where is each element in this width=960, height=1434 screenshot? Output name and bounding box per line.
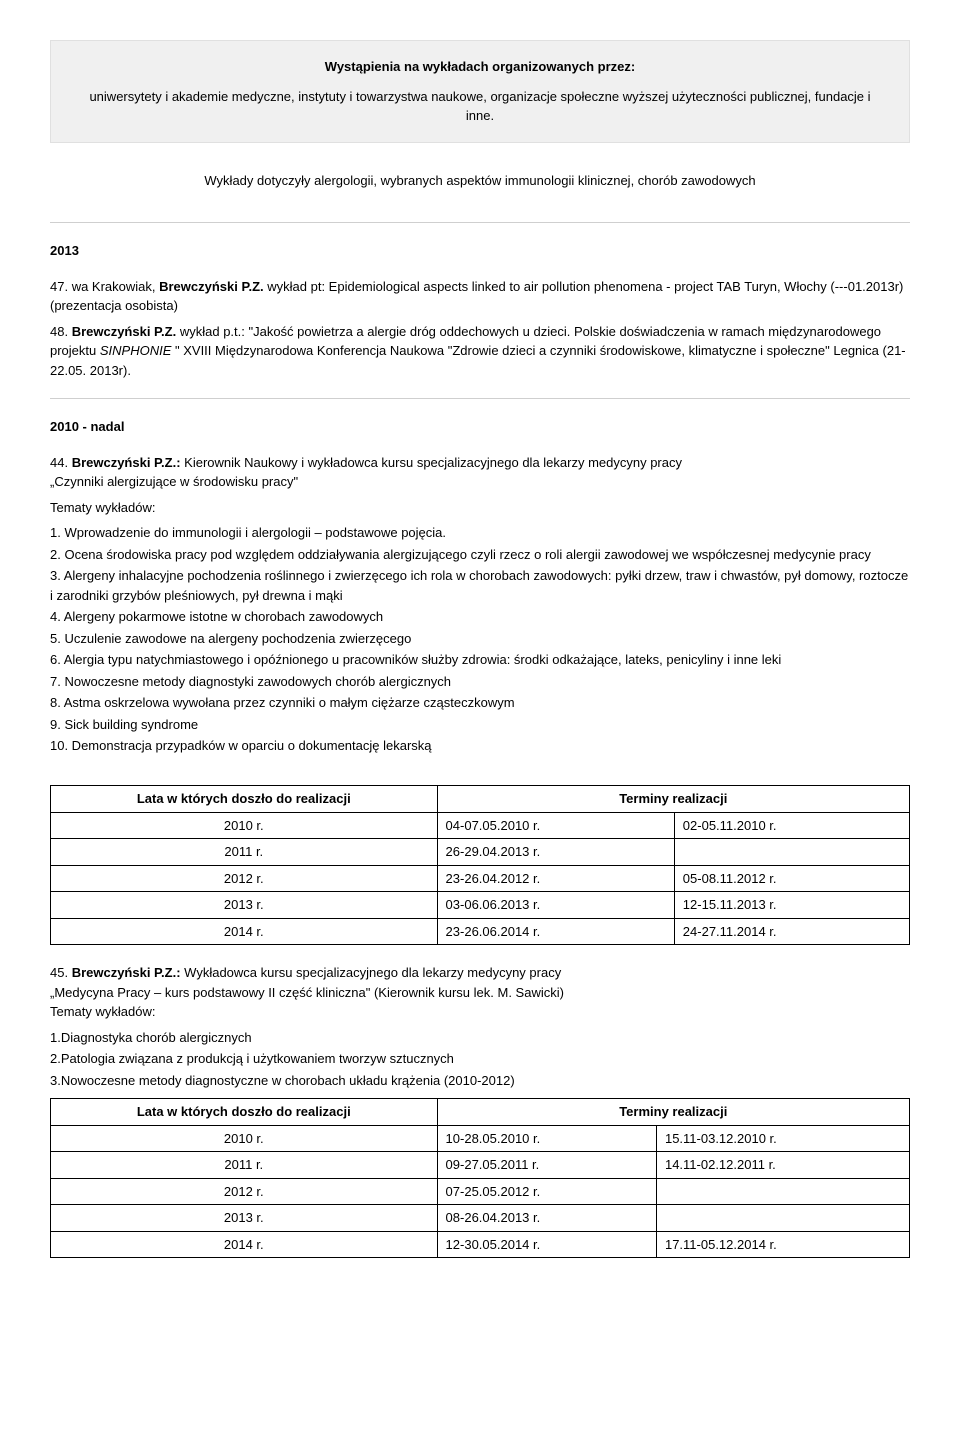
topic-item: 7. Nowoczesne metody diagnostyki zawodow… <box>50 672 910 692</box>
entry-47: 47. wa Krakowiak, Brewczyński P.Z. wykła… <box>50 277 910 316</box>
table-row: 2013 r.08-26.04.2013 r. <box>51 1205 910 1232</box>
entry-44-body: Kierownik Naukowy i wykładowca kursu spe… <box>181 455 682 470</box>
cell-year: 2012 r. <box>51 865 438 892</box>
table-header-row: Lata w których doszło do realizacji Term… <box>51 1099 910 1126</box>
cell-year: 2014 r. <box>51 918 438 945</box>
entry-47-author: Brewczyński P.Z. <box>159 279 264 294</box>
th-years: Lata w których doszło do realizacji <box>51 1099 438 1126</box>
topics-label-45: Tematy wykładów: <box>50 1004 155 1019</box>
th-terms: Terminy realizacji <box>437 1099 909 1126</box>
cell-term-a: 23-26.06.2014 r. <box>437 918 674 945</box>
entry-48-num: 48. <box>50 324 72 339</box>
topic-item: 2. Ocena środowiska pracy pod względem o… <box>50 545 910 565</box>
header-box: Wystąpienia na wykładach organizowanych … <box>50 40 910 143</box>
topic-item: 1. Wprowadzenie do immunologii i alergol… <box>50 523 910 543</box>
table-row: 2013 r.03-06.06.2013 r.12-15.11.2013 r. <box>51 892 910 919</box>
cell-term-b: 14.11-02.12.2011 r. <box>656 1152 909 1179</box>
header-title: Wystąpienia na wykładach organizowanych … <box>75 57 885 77</box>
cell-term-b: 17.11-05.12.2014 r. <box>656 1231 909 1258</box>
cell-term-a: 12-30.05.2014 r. <box>437 1231 656 1258</box>
cell-year: 2014 r. <box>51 1231 438 1258</box>
cell-term-b: 24-27.11.2014 r. <box>674 918 909 945</box>
cell-term-a: 26-29.04.2013 r. <box>437 839 674 866</box>
entry-48-author: Brewczyński P.Z. <box>72 324 177 339</box>
entry-44-course: „Czynniki alergizujące w środowisku prac… <box>50 474 298 489</box>
cell-year: 2013 r. <box>51 892 438 919</box>
cell-year: 2010 r. <box>51 1125 438 1152</box>
entry-45: 45. Brewczyński P.Z.: Wykładowca kursu s… <box>50 963 910 1022</box>
th-years: Lata w których doszło do realizacji <box>51 786 438 813</box>
cell-term-b: 05-08.11.2012 r. <box>674 865 909 892</box>
cell-year: 2011 r. <box>51 839 438 866</box>
topic-item: 9. Sick building syndrome <box>50 715 910 735</box>
topic-item: 6. Alergia typu natychmiastowego i opóźn… <box>50 650 910 670</box>
cell-term-a: 08-26.04.2013 r. <box>437 1205 656 1232</box>
realization-table-2: Lata w których doszło do realizacji Term… <box>50 1098 910 1258</box>
th-terms: Terminy realizacji <box>437 786 909 813</box>
table-row: 2010 r.04-07.05.2010 r.02-05.11.2010 r. <box>51 812 910 839</box>
topic-item: 5. Uczulenie zawodowe na alergeny pochod… <box>50 629 910 649</box>
table-row: 2010 r.10-28.05.2010 r.15.11-03.12.2010 … <box>51 1125 910 1152</box>
header-subtitle: uniwersytety i akademie medyczne, instyt… <box>75 87 885 126</box>
entry-45-course: „Medycyna Pracy – kurs podstawowy II czę… <box>50 985 564 1000</box>
cell-year: 2013 r. <box>51 1205 438 1232</box>
topics-label-44: Tematy wykładów: <box>50 498 910 518</box>
topics-list-44: 1. Wprowadzenie do immunologii i alergol… <box>50 523 910 756</box>
intro-text: Wykłady dotyczyły alergologii, wybranych… <box>50 171 910 191</box>
entry-47-pre: wa Krakowiak, <box>72 279 159 294</box>
cell-year: 2012 r. <box>51 1178 438 1205</box>
topic-item: 8. Astma oskrzelowa wywołana przez czynn… <box>50 693 910 713</box>
entry-45-body: Wykładowca kursu specjalizacyjnego dla l… <box>181 965 562 980</box>
realization-table-1: Lata w których doszło do realizacji Term… <box>50 785 910 945</box>
topic-item: 4. Alergeny pokarmowe istotne w chorobac… <box>50 607 910 627</box>
table-row: 2014 r.23-26.06.2014 r.24-27.11.2014 r. <box>51 918 910 945</box>
entry-44: 44. Brewczyński P.Z.: Kierownik Naukowy … <box>50 453 910 492</box>
entry-44-author: Brewczyński P.Z.: <box>72 455 181 470</box>
table-row: 2012 r.07-25.05.2012 r. <box>51 1178 910 1205</box>
table-row: 2011 r.09-27.05.2011 r.14.11-02.12.2011 … <box>51 1152 910 1179</box>
entry-48: 48. Brewczyński P.Z. wykład p.t.: "Jakoś… <box>50 322 910 381</box>
topic-item: 10. Demonstracja przypadków w oparciu o … <box>50 736 910 756</box>
cell-term-b <box>656 1205 909 1232</box>
year-2013: 2013 <box>50 241 910 261</box>
cell-term-a: 10-28.05.2010 r. <box>437 1125 656 1152</box>
table-row: 2012 r.23-26.04.2012 r.05-08.11.2012 r. <box>51 865 910 892</box>
cell-term-b: 12-15.11.2013 r. <box>674 892 909 919</box>
entry-45-author: Brewczyński P.Z.: <box>72 965 181 980</box>
cell-term-a: 09-27.05.2011 r. <box>437 1152 656 1179</box>
year-2010-nadal: 2010 - nadal <box>50 417 910 437</box>
table-row: 2014 r.12-30.05.2014 r.17.11-05.12.2014 … <box>51 1231 910 1258</box>
table-header-row: Lata w których doszło do realizacji Term… <box>51 786 910 813</box>
topic-item: 3.Nowoczesne metody diagnostyczne w chor… <box>50 1071 910 1091</box>
entry-47-num: 47. <box>50 279 72 294</box>
topic-item: 1.Diagnostyka chorób alergicznych <box>50 1028 910 1048</box>
cell-term-b: 15.11-03.12.2010 r. <box>656 1125 909 1152</box>
topic-item: 3. Alergeny inhalacyjne pochodzenia rośl… <box>50 566 910 605</box>
entry-45-num: 45. <box>50 965 72 980</box>
cell-term-a: 23-26.04.2012 r. <box>437 865 674 892</box>
table-row: 2011 r.26-29.04.2013 r. <box>51 839 910 866</box>
cell-term-b <box>674 839 909 866</box>
entry-48-rest: " XVIII Międzynarodowa Konferencja Nauko… <box>50 343 906 378</box>
entry-44-num: 44. <box>50 455 72 470</box>
topic-item: 2.Patologia związana z produkcją i użytk… <box>50 1049 910 1069</box>
divider <box>50 222 910 223</box>
topics-list-45: 1.Diagnostyka chorób alergicznych 2.Pato… <box>50 1028 910 1091</box>
cell-term-b <box>656 1178 909 1205</box>
cell-year: 2011 r. <box>51 1152 438 1179</box>
cell-term-a: 07-25.05.2012 r. <box>437 1178 656 1205</box>
cell-term-a: 03-06.06.2013 r. <box>437 892 674 919</box>
cell-term-b: 02-05.11.2010 r. <box>674 812 909 839</box>
entry-48-ital: SINPHONIE <box>100 343 175 358</box>
cell-term-a: 04-07.05.2010 r. <box>437 812 674 839</box>
cell-year: 2010 r. <box>51 812 438 839</box>
divider <box>50 398 910 399</box>
